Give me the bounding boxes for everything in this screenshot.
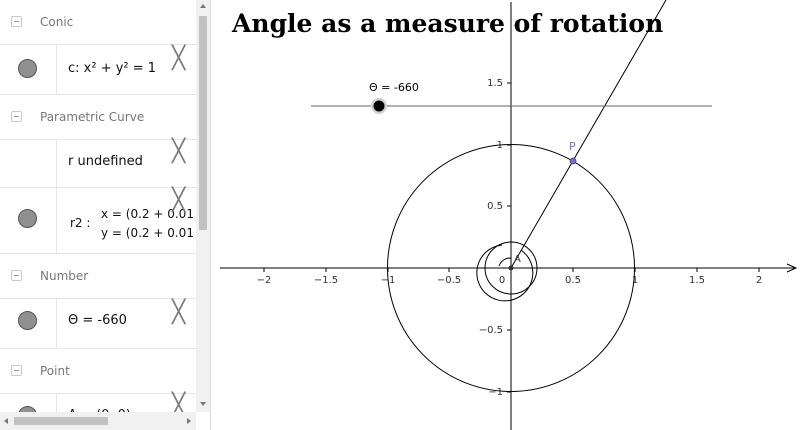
theta-definition[interactable]: Θ = -660 bbox=[68, 313, 127, 328]
group-label-conic: Conic bbox=[40, 15, 74, 29]
y-tick-label: 1.5 bbox=[487, 78, 503, 89]
row-gutter bbox=[0, 139, 57, 187]
point-p[interactable] bbox=[569, 157, 577, 165]
collapse-icon[interactable] bbox=[11, 365, 22, 376]
collapse-icon[interactable] bbox=[11, 111, 22, 122]
group-number[interactable]: Number bbox=[0, 254, 196, 299]
point-a-label: A bbox=[514, 254, 521, 265]
r-definition[interactable]: r undefined bbox=[68, 154, 143, 169]
delete-icon[interactable]: ╳ bbox=[172, 393, 186, 418]
y-tick-label: −0.5 bbox=[479, 325, 503, 336]
r2-name: r2 : bbox=[70, 216, 91, 230]
row-theta[interactable]: Θ = -660 ╳ bbox=[0, 298, 196, 349]
horizontal-scroll-thumb[interactable] bbox=[14, 417, 108, 425]
x-tick-label: −2 bbox=[257, 275, 272, 286]
rotation-ray[interactable] bbox=[510, 0, 667, 269]
y-tick-label: 0.5 bbox=[487, 201, 503, 212]
x-tick-label: 0.5 bbox=[565, 275, 581, 286]
row-gutter bbox=[0, 44, 57, 94]
origin-label: 0 bbox=[499, 275, 505, 286]
group-label-parametric: Parametric Curve bbox=[40, 110, 145, 124]
y-tick-label: −1 bbox=[488, 387, 503, 398]
row-gutter bbox=[0, 188, 57, 253]
group-conic[interactable]: Conic bbox=[0, 0, 196, 45]
x-tick-label: 1 bbox=[632, 275, 638, 286]
point-a[interactable] bbox=[508, 265, 514, 271]
rotation-spiral-outer[interactable] bbox=[484, 241, 538, 295]
rotation-spiral-core[interactable] bbox=[498, 257, 512, 267]
x-tick-label: −1.5 bbox=[314, 275, 338, 286]
x-tick-label: 2 bbox=[756, 275, 762, 286]
vertical-scrollbar[interactable] bbox=[196, 0, 210, 412]
x-axis-arrow-icon bbox=[786, 263, 798, 273]
scroll-up-icon[interactable] bbox=[200, 4, 206, 8]
page-title: Angle as a measure of rotation bbox=[232, 9, 664, 38]
horizontal-scrollbar[interactable] bbox=[0, 412, 196, 430]
row-r[interactable]: r undefined ╳ bbox=[0, 139, 196, 188]
visibility-toggle-icon[interactable] bbox=[18, 209, 37, 228]
scroll-down-icon[interactable] bbox=[200, 402, 206, 406]
group-label-number: Number bbox=[40, 269, 89, 283]
rotation-spiral-inner[interactable] bbox=[476, 244, 534, 302]
r2-y-equation[interactable]: y = (0.2 + 0.01 t) bbox=[101, 226, 208, 240]
graphics-view[interactable]: −2 −1.5 −1 −0.5 0 0.5 1 1.5 2 1.5 1 0.5 … bbox=[216, 0, 800, 430]
row-r2[interactable]: r2 : x = (0.2 + 0.01 t) y = (0.2 + 0.01 … bbox=[0, 188, 207, 254]
scroll-left-icon[interactable] bbox=[4, 418, 8, 424]
point-p-label: P bbox=[569, 140, 576, 153]
row-gutter bbox=[0, 393, 57, 430]
group-label-point: Point bbox=[40, 364, 70, 378]
vertical-scroll-thumb[interactable] bbox=[199, 16, 207, 230]
unit-circle-c[interactable] bbox=[387, 144, 635, 392]
delete-icon[interactable]: ╳ bbox=[172, 139, 186, 164]
collapse-icon[interactable] bbox=[11, 270, 22, 281]
row-conic[interactable]: c: x² + y² = 1 ╳ bbox=[0, 44, 196, 95]
scroll-right-icon[interactable] bbox=[187, 418, 191, 424]
delete-icon[interactable]: ╳ bbox=[172, 188, 186, 213]
theta-slider-handle[interactable] bbox=[373, 100, 385, 112]
delete-icon[interactable]: ╳ bbox=[172, 300, 186, 325]
conic-definition[interactable]: c: x² + y² = 1 bbox=[68, 61, 157, 76]
x-tick-label: 1.5 bbox=[689, 275, 705, 286]
delete-icon[interactable]: ╳ bbox=[172, 46, 186, 71]
x-tick-label: −0.5 bbox=[437, 275, 461, 286]
group-parametric-curve[interactable]: Parametric Curve bbox=[0, 95, 196, 140]
y-tick-label: 1 bbox=[497, 140, 503, 151]
row-gutter bbox=[0, 298, 57, 348]
theta-slider-label: Θ = -660 bbox=[369, 81, 419, 94]
r2-x-equation[interactable]: x = (0.2 + 0.01 t) bbox=[101, 207, 208, 221]
visibility-toggle-icon[interactable] bbox=[18, 59, 37, 78]
algebra-view: Conic c: x² + y² = 1 ╳ Parametric Curve … bbox=[0, 0, 211, 430]
collapse-icon[interactable] bbox=[11, 16, 22, 27]
visibility-toggle-icon[interactable] bbox=[18, 311, 37, 330]
group-point[interactable]: Point bbox=[0, 349, 196, 394]
